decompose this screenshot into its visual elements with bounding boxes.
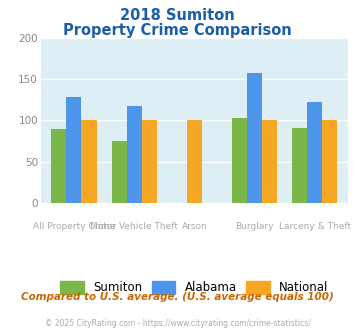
Bar [51,129,66,203]
Bar [111,141,127,203]
Text: Property Crime Comparison: Property Crime Comparison [63,23,292,38]
Bar [81,120,97,203]
Bar [66,97,81,203]
Text: Burglary: Burglary [235,222,274,231]
Bar [307,102,322,203]
Text: © 2025 CityRating.com - https://www.cityrating.com/crime-statistics/: © 2025 CityRating.com - https://www.city… [45,319,310,328]
Text: All Property Crime: All Property Crime [33,222,115,231]
Bar [142,120,157,203]
Text: Larceny & Theft: Larceny & Theft [279,222,351,231]
Legend: Sumiton, Alabama, National: Sumiton, Alabama, National [60,281,329,294]
Text: 2018 Sumiton: 2018 Sumiton [120,8,235,23]
Text: Arson: Arson [181,222,207,231]
Bar [262,120,277,203]
Bar [232,118,247,203]
Bar [247,73,262,203]
Bar [322,120,337,203]
Bar [127,106,142,203]
Text: Motor Vehicle Theft: Motor Vehicle Theft [90,222,178,231]
Bar [292,128,307,203]
Bar [187,120,202,203]
Text: Compared to U.S. average. (U.S. average equals 100): Compared to U.S. average. (U.S. average … [21,292,334,302]
